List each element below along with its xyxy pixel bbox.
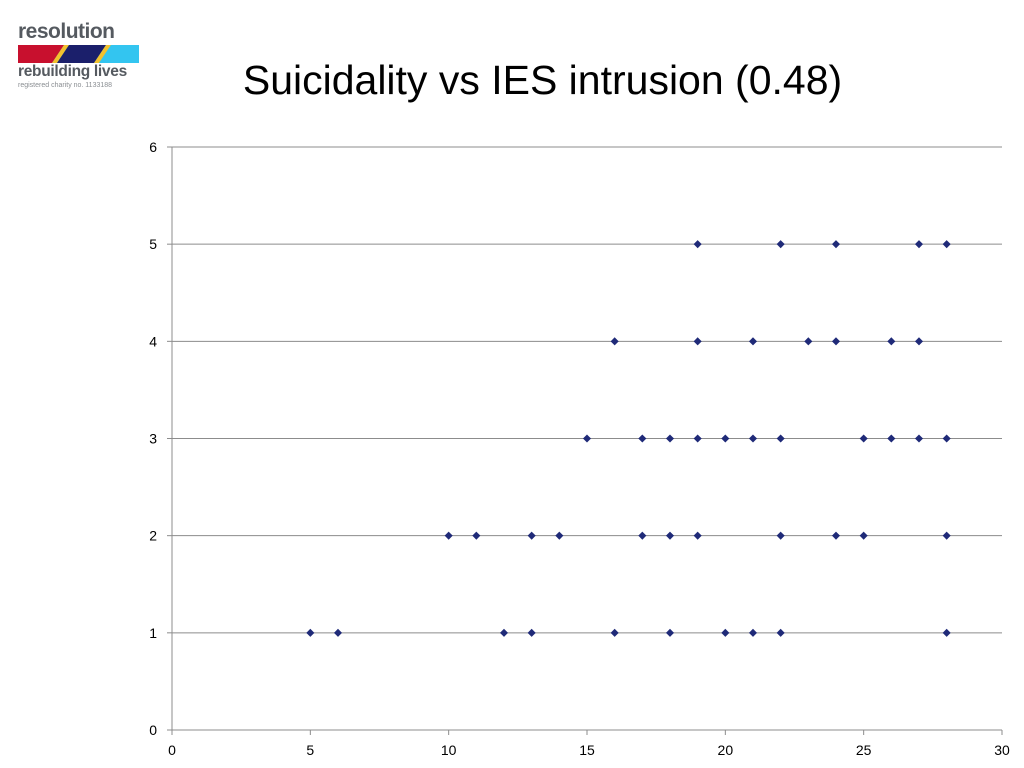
data-point (665, 434, 675, 443)
data-point (638, 531, 647, 540)
data-point (914, 240, 924, 249)
data-point (638, 434, 647, 443)
data-point (693, 337, 702, 346)
data-point (610, 337, 619, 346)
data-point (887, 337, 896, 346)
data-point (887, 434, 896, 443)
data-point (831, 531, 841, 540)
data-point (831, 240, 841, 249)
data-point (721, 434, 730, 443)
y-tick-label-2: 2 (149, 528, 157, 544)
data-point (859, 434, 868, 443)
data-point (914, 337, 924, 346)
data-point (555, 531, 564, 540)
resolution-logo: resolution rebuilding lives registered c… (18, 20, 140, 90)
data-point (610, 628, 619, 637)
data-point (942, 531, 951, 540)
data-point (333, 628, 343, 637)
logo-wordmark: resolution (18, 20, 115, 43)
data-point (748, 337, 758, 346)
y-tick-label-0: 0 (149, 722, 157, 738)
logo-stripe-graphic (18, 45, 139, 63)
data-point (859, 531, 868, 540)
data-point (582, 434, 592, 443)
x-tick-label-25: 25 (856, 742, 872, 758)
x-tick-label-15: 15 (579, 742, 595, 758)
y-tick-label-4: 4 (149, 333, 157, 349)
data-point (942, 434, 951, 443)
data-point (693, 434, 702, 443)
data-point (942, 240, 951, 249)
data-point (499, 628, 509, 637)
data-point (776, 531, 785, 540)
data-point (693, 531, 702, 540)
data-point (914, 434, 924, 443)
data-point (665, 531, 675, 540)
y-tick-label-1: 1 (149, 625, 157, 641)
x-tick-label-0: 0 (168, 742, 176, 758)
x-tick-label-10: 10 (441, 742, 457, 758)
y-tick-label-3: 3 (149, 431, 157, 447)
data-point (472, 531, 481, 540)
y-tick-label-6: 6 (149, 139, 157, 155)
data-point (776, 628, 785, 637)
data-point (306, 628, 315, 637)
data-point (527, 531, 536, 540)
x-tick-label-30: 30 (994, 742, 1010, 758)
data-point (665, 628, 675, 637)
data-point (748, 628, 758, 637)
data-point (942, 628, 951, 637)
data-point (804, 337, 813, 346)
y-tick-label-5: 5 (149, 236, 157, 252)
data-point (693, 240, 702, 249)
logo-charity-number: registered charity no. 1133188 (18, 82, 113, 89)
data-point (831, 337, 841, 346)
data-point (776, 240, 785, 249)
data-point (444, 531, 453, 540)
chart-title: Suicidality vs IES intrusion (0.48) (242, 57, 843, 103)
data-point (527, 628, 536, 637)
logo-tagline: rebuilding lives (18, 63, 127, 80)
x-tick-label-20: 20 (718, 742, 734, 758)
data-point (776, 434, 785, 443)
data-point (748, 434, 758, 443)
data-point (721, 628, 730, 637)
x-tick-label-5: 5 (306, 742, 314, 758)
